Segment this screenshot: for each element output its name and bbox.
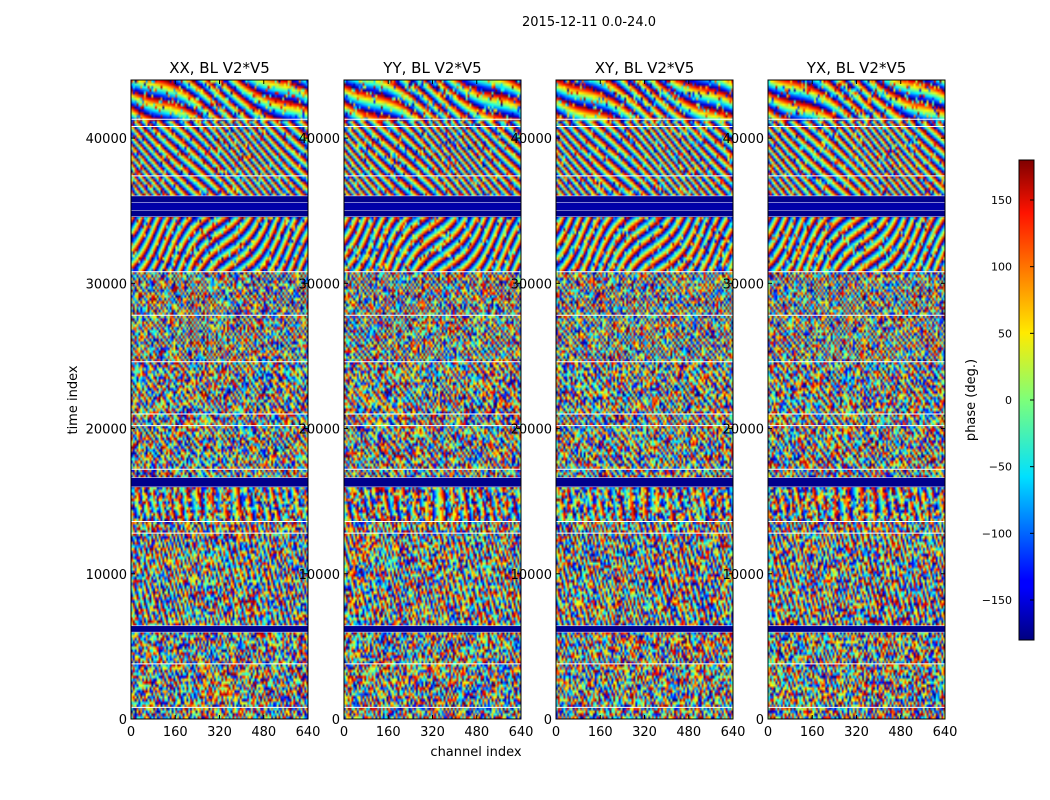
flagged-band	[768, 626, 945, 632]
x-tick-label: 320	[844, 725, 869, 740]
y-tick-label: 10000	[299, 568, 340, 583]
flagged-band	[344, 477, 521, 487]
x-tick-label: 480	[464, 725, 489, 740]
x-tick-label: 640	[721, 725, 746, 740]
x-tick-label: 160	[376, 725, 401, 740]
panel-title: YY, BL V2*V5	[382, 59, 481, 77]
y-tick-label: 40000	[511, 132, 552, 147]
x-tick-label: 480	[251, 725, 276, 740]
panel-title: YX, BL V2*V5	[806, 59, 907, 77]
y-tick-label: 0	[332, 713, 340, 728]
x-tick-label: 480	[676, 725, 701, 740]
flagged-band	[768, 196, 945, 202]
x-tick-label: 320	[207, 725, 232, 740]
suptitle: 2015-12-11 0.0-24.0	[522, 15, 656, 30]
colorbar: −150 −100 −50 0 50 100 150 phase (deg.)	[964, 159, 1035, 641]
flagged-band	[556, 626, 733, 632]
x-tick-label: 640	[933, 725, 958, 740]
y-tick-label: 10000	[723, 568, 764, 583]
flagged-band	[344, 626, 521, 632]
phase-image	[556, 80, 733, 719]
y-tick-label: 30000	[86, 277, 127, 292]
y-tick-label: 30000	[723, 277, 764, 292]
x-tick-label: 640	[296, 725, 321, 740]
y-tick-label: 20000	[86, 423, 127, 438]
colorbar-tick-label: 100	[991, 261, 1012, 274]
y-tick-label: 10000	[86, 568, 127, 583]
panel-2: YY, BL V2*V5 0 160 320 480 640 0 10000 20000 3000…	[299, 59, 534, 740]
colorbar-label: phase (deg.)	[964, 359, 979, 441]
x-tick-label: 640	[509, 725, 534, 740]
flagged-band	[768, 477, 945, 487]
x-tick-label: 160	[588, 725, 613, 740]
x-tick-label: 0	[127, 725, 135, 740]
flagged-band	[131, 210, 308, 217]
y-tick-label: 10000	[511, 568, 552, 583]
x-axis-label: channel index	[430, 745, 521, 760]
phase-image	[768, 80, 945, 719]
colorbar-tick-label: 0	[1005, 394, 1012, 407]
y-axis-label: time index	[66, 365, 81, 434]
y-tick-label: 30000	[299, 277, 340, 292]
x-tick-label: 320	[632, 725, 657, 740]
panel-3: XY, BL V2*V5 0 160 320 480 640 0 10000 20000 3000…	[511, 59, 746, 740]
colorbar-tick-label: −150	[982, 594, 1012, 607]
colorbar-tick-label: 150	[991, 194, 1012, 207]
phase-image	[344, 80, 521, 719]
flagged-band	[556, 210, 733, 217]
flagged-band	[131, 196, 308, 202]
x-tick-label: 0	[340, 725, 348, 740]
flagged-band	[344, 196, 521, 202]
y-tick-label: 20000	[299, 423, 340, 438]
flagged-band	[131, 626, 308, 632]
x-tick-label: 320	[420, 725, 445, 740]
flagged-band	[131, 477, 308, 487]
colorbar-tick-label: 50	[998, 327, 1012, 340]
y-tick-label: 30000	[511, 277, 552, 292]
x-tick-label: 0	[552, 725, 560, 740]
flagged-band	[556, 196, 733, 202]
panel-title: XY, BL V2*V5	[595, 59, 695, 77]
x-tick-label: 480	[888, 725, 913, 740]
y-tick-label: 0	[119, 713, 127, 728]
y-tick-label: 40000	[723, 132, 764, 147]
colorbar-tick-label: −50	[989, 461, 1012, 474]
panel-1: XX, BL V2*V5 0 160 320 480 640 0 10000 20000 3000…	[86, 59, 321, 740]
panel-title: XX, BL V2*V5	[169, 59, 270, 77]
flagged-band	[768, 210, 945, 217]
y-tick-label: 20000	[511, 423, 552, 438]
y-tick-label: 0	[544, 713, 552, 728]
x-tick-label: 0	[764, 725, 772, 740]
y-tick-label: 40000	[86, 132, 127, 147]
x-tick-label: 160	[800, 725, 825, 740]
flagged-band	[556, 477, 733, 487]
y-tick-label: 0	[756, 713, 764, 728]
flagged-band	[344, 210, 521, 217]
y-tick-label: 40000	[299, 132, 340, 147]
panel-4: YX, BL V2*V5 0 160 320 480 640 0 10000 20000 3000…	[723, 59, 958, 740]
y-tick-label: 20000	[723, 423, 764, 438]
phase-image	[131, 80, 308, 719]
x-tick-label: 160	[163, 725, 188, 740]
colorbar-tick-label: −100	[982, 527, 1012, 540]
